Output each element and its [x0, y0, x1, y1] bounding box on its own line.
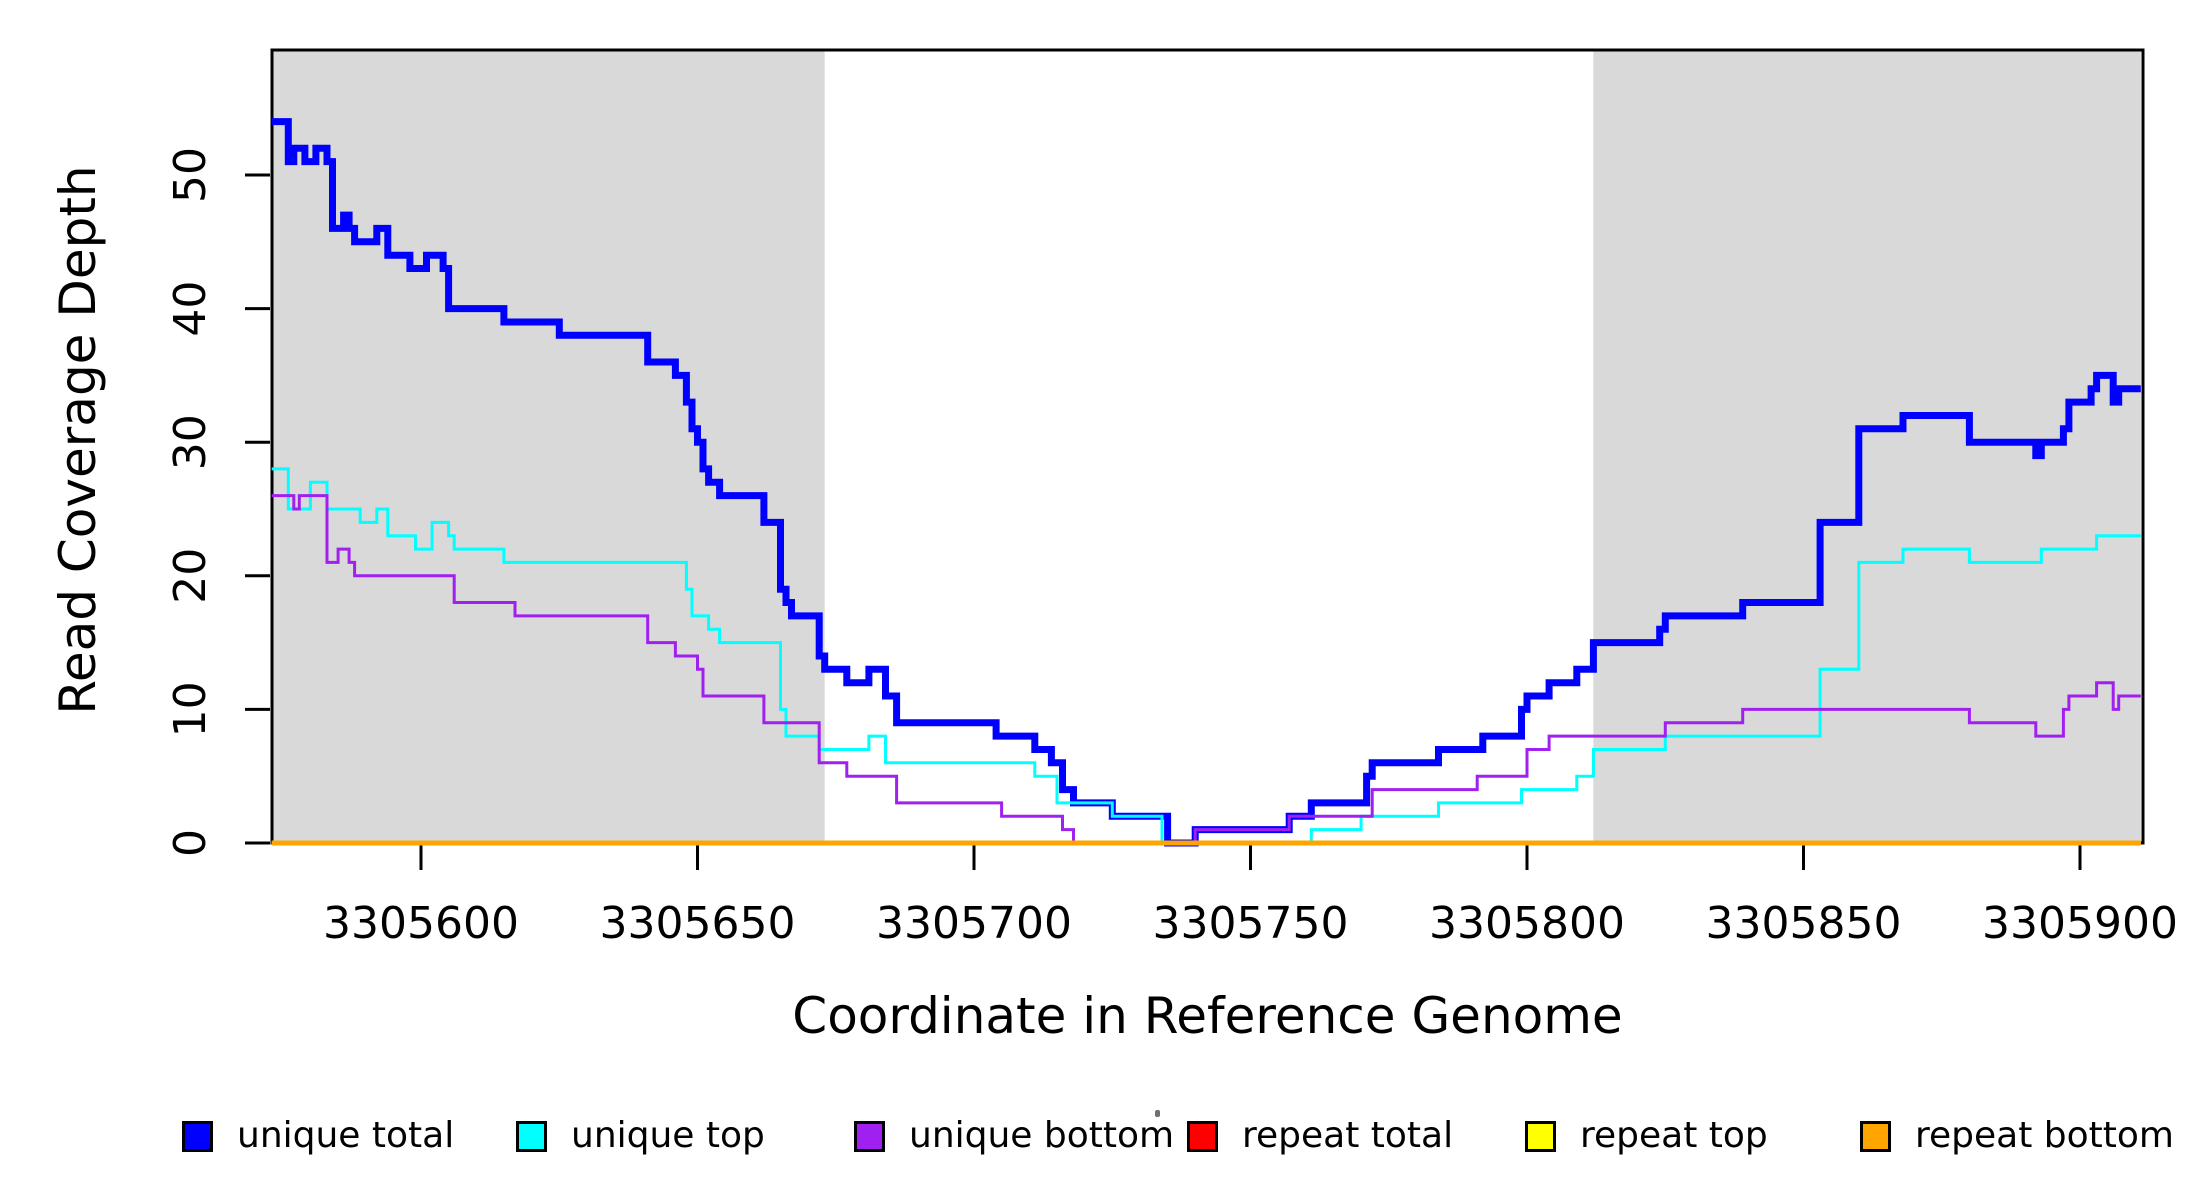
x-tick-label: 3305800 [1429, 898, 1625, 949]
legend-item-repeat-bottom: repeat bottom [1860, 1116, 2174, 1156]
series-line-unique-total [271, 118, 2141, 847]
legend-item-unique-total: unique total [182, 1116, 454, 1156]
repeat-bottom-swatch-icon [1860, 1120, 1891, 1152]
series-line-unique-bottom [271, 494, 2141, 845]
x-tick-label: 3305850 [1706, 898, 1902, 949]
legend-label: unique total [237, 1115, 455, 1156]
unique-bottom-swatch-icon [854, 1120, 885, 1152]
y-tick-label: 20 [165, 548, 216, 604]
legend-label: repeat bottom [1915, 1115, 2174, 1156]
x-tick-label: 3305600 [323, 898, 519, 949]
y-tick-label: 50 [165, 147, 216, 203]
legend-item-unique-bottom: unique bottom [854, 1116, 1174, 1156]
x-axis-title: Coordinate in Reference Genome [792, 987, 1623, 1045]
legend-item-repeat-top: repeat top [1525, 1116, 1768, 1156]
x-tick-label: 3305700 [876, 898, 1072, 949]
x-tick-label: 3305900 [1982, 898, 2178, 949]
x-tick-label: 3305650 [600, 898, 796, 949]
legend-item-repeat-total: repeat total [1187, 1116, 1453, 1156]
repeat-top-swatch-icon [1525, 1120, 1556, 1152]
legend-label: unique bottom [909, 1115, 1175, 1156]
shaded-region [271, 50, 825, 843]
legend-label: unique top [571, 1115, 765, 1156]
y-tick-label: 0 [165, 829, 216, 857]
unique-total-swatch-icon [182, 1120, 213, 1152]
stray-dot-mark [1155, 1110, 1160, 1117]
x-tick-label: 3305750 [1153, 898, 1349, 949]
repeat-total-swatch-icon [1187, 1120, 1218, 1152]
y-axis-title: Read Coverage Depth [49, 165, 107, 715]
y-tick-label: 10 [165, 681, 216, 737]
series-line-unique-top [271, 467, 2141, 845]
legend-label: repeat top [1580, 1115, 1768, 1156]
y-tick-label: 40 [165, 281, 216, 337]
legend-label: repeat total [1242, 1115, 1454, 1156]
y-tick-label: 30 [165, 414, 216, 470]
legend-item-unique-top: unique top [516, 1116, 765, 1156]
unique-top-swatch-icon [516, 1120, 547, 1152]
